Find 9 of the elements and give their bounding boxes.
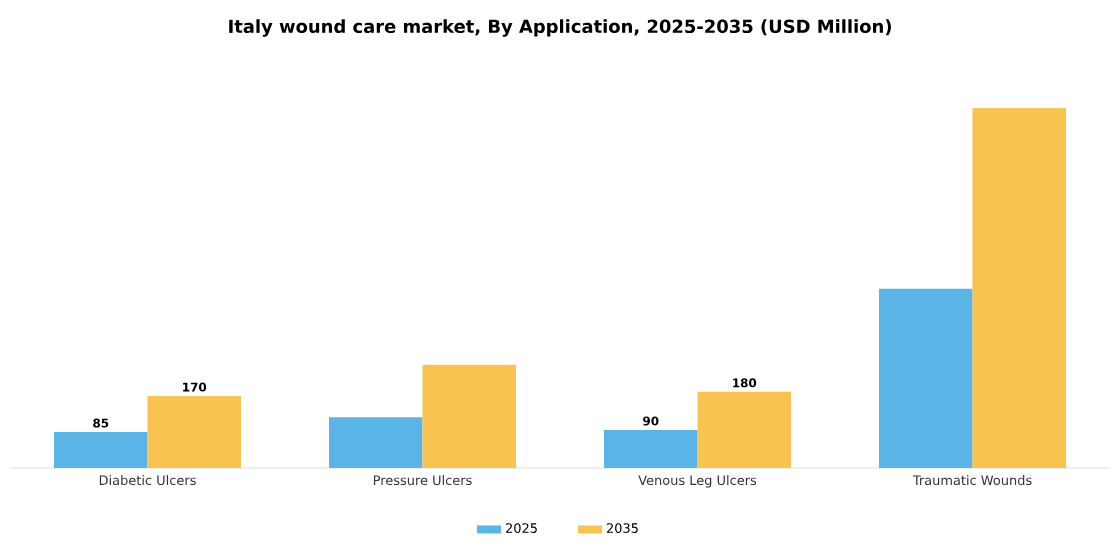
- bar: [972, 108, 1066, 468]
- bar: [604, 429, 698, 468]
- bar: [879, 288, 973, 468]
- bar: [329, 417, 423, 468]
- chart-title: Italy wound care market, By Application, 2025-2035 (USD Million): [229, 19, 891, 37]
- bar: [422, 364, 516, 468]
- bar: [147, 396, 241, 468]
- bar: [697, 391, 791, 468]
- bar: [54, 432, 148, 468]
